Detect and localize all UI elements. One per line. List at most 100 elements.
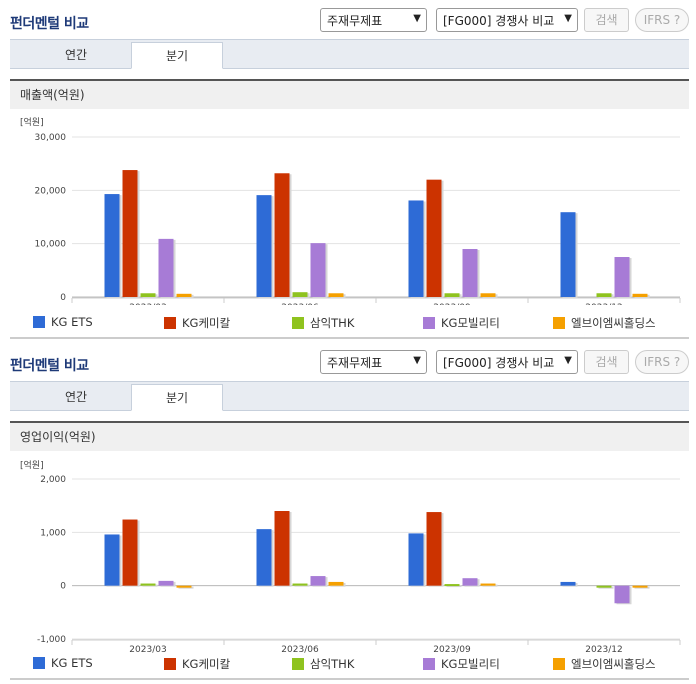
compare-select[interactable]: [FG000] 경쟁사 비교 ▼ xyxy=(436,350,578,374)
legend-item: KG케미칼 xyxy=(164,315,230,331)
chevron-down-icon: ▼ xyxy=(564,13,572,24)
ifrs-button[interactable]: IFRS ? xyxy=(635,350,689,374)
bar xyxy=(122,519,138,586)
bar xyxy=(122,170,138,297)
bar xyxy=(426,512,442,586)
y-unit-label: [억원] xyxy=(20,459,44,471)
legend-item: KG케미칼 xyxy=(164,656,230,672)
report-type-select[interactable]: 주재무제표 ▼ xyxy=(320,350,427,374)
chevron-down-icon: ▼ xyxy=(413,13,421,24)
x-tick-label: 2023/03 xyxy=(129,303,166,305)
legend-label: KG ETS xyxy=(51,315,93,329)
legend-label: KG모빌리티 xyxy=(441,316,500,330)
legend-swatch xyxy=(292,658,304,670)
legend-swatch xyxy=(553,658,565,670)
bar xyxy=(310,243,326,297)
divider xyxy=(10,678,689,680)
search-button[interactable]: 검색 xyxy=(584,8,629,32)
bar xyxy=(560,212,576,297)
bar-shadow xyxy=(178,586,194,589)
bar xyxy=(292,583,308,586)
bar xyxy=(408,200,424,297)
bar xyxy=(328,293,344,297)
x-tick-label: 2023/09 xyxy=(433,303,471,305)
bar xyxy=(444,293,460,297)
x-tick-label: 2023/12 xyxy=(585,303,622,305)
legend-item: 엘브이엠씨홀딩스 xyxy=(553,656,656,672)
x-tick-label: 2023/12 xyxy=(585,645,622,655)
bar xyxy=(310,576,326,586)
bar xyxy=(140,583,156,586)
legend-swatch xyxy=(423,317,435,329)
legend-label: 삼익THK xyxy=(310,316,355,330)
bar xyxy=(632,293,648,297)
bar xyxy=(408,533,424,586)
y-tick-label: 30,000 xyxy=(35,133,67,143)
y-tick-label: 2,000 xyxy=(40,475,66,485)
legend-label: KG케미칼 xyxy=(182,657,231,671)
x-tick-label: 2023/03 xyxy=(129,645,166,655)
bar xyxy=(596,585,612,588)
bar xyxy=(462,578,478,586)
compare-select[interactable]: [FG000] 경쟁사 비교 ▼ xyxy=(436,8,578,32)
y-tick-label: 20,000 xyxy=(35,186,67,196)
legend-label: KG케미칼 xyxy=(182,316,231,330)
bar xyxy=(614,585,630,604)
chart-header: 매출액(억원) xyxy=(10,79,689,109)
legend-swatch xyxy=(164,317,176,329)
bar xyxy=(596,293,612,297)
bar xyxy=(274,511,290,586)
revenue-chart: [억원] 0 10,000 20,000 30,000 2023/03 2023/06 202… xyxy=(20,116,681,305)
bar xyxy=(426,179,442,297)
divider xyxy=(10,337,689,339)
tab-annual[interactable]: 연간 xyxy=(64,390,88,404)
period-tabs: 연간 분기 xyxy=(10,381,689,411)
section-title: 펀더멘털 비교 xyxy=(10,16,89,32)
tab-quarterly[interactable]: 분기 xyxy=(131,42,223,69)
ifrs-button[interactable]: IFRS ? xyxy=(635,8,689,32)
chart-header: 영업이익(억원) xyxy=(10,421,689,451)
bar xyxy=(480,583,496,586)
bar xyxy=(444,584,460,587)
chevron-down-icon: ▼ xyxy=(413,355,421,366)
legend-swatch xyxy=(553,317,565,329)
bar xyxy=(176,293,192,297)
bar xyxy=(140,293,156,297)
legend-label: KG모빌리티 xyxy=(441,657,500,671)
tab-quarterly[interactable]: 분기 xyxy=(131,384,223,411)
legend-swatch xyxy=(164,658,176,670)
bar xyxy=(614,257,630,297)
bar xyxy=(256,195,272,297)
report-type-value: 주재무제표 xyxy=(327,14,383,28)
search-button[interactable]: 검색 xyxy=(584,350,629,374)
compare-value: [FG000] 경쟁사 비교 xyxy=(443,356,555,370)
report-type-select[interactable]: 주재무제표 ▼ xyxy=(320,8,427,32)
y-tick-label: 1,000 xyxy=(40,528,66,538)
legend-item: 삼익THK xyxy=(292,315,354,331)
legend-label: 삼익THK xyxy=(310,657,355,671)
bar xyxy=(328,581,344,586)
bar xyxy=(480,293,496,297)
bar xyxy=(462,249,478,297)
bar xyxy=(256,529,272,586)
x-tick-label: 2023/06 xyxy=(281,645,319,655)
legend-label: 엘브이엠씨홀딩스 xyxy=(571,657,656,671)
section-header-2: 펀더멘털 비교 주재무제표 ▼ [FG000] 경쟁사 비교 ▼ 검색 IFRS… xyxy=(0,342,696,374)
section-header-1: 펀더멘털 비교 주재무제표 ▼ [FG000] 경쟁사 비교 ▼ 검색 IFRS… xyxy=(0,0,696,32)
x-tick-label: 2023/06 xyxy=(281,303,319,305)
legend-item: KG ETS xyxy=(33,315,93,329)
legend-swatch xyxy=(33,657,45,669)
legend-item: KG ETS xyxy=(33,656,93,670)
tab-annual[interactable]: 연간 xyxy=(64,48,88,62)
legend-label: 엘브이엠씨홀딩스 xyxy=(571,316,656,330)
bar xyxy=(560,581,576,586)
chart-legend: KG ETS KG케미칼 삼익THK KG모빌리티 엘브이엠씨홀딩스 xyxy=(0,656,696,676)
bar-shadow xyxy=(634,586,650,589)
report-type-value: 주재무제표 xyxy=(327,356,383,370)
legend-label: KG ETS xyxy=(51,656,93,670)
compare-value: [FG000] 경쟁사 비교 xyxy=(443,14,555,28)
legend-swatch xyxy=(33,316,45,328)
legend-item: KG모빌리티 xyxy=(423,656,500,672)
bar xyxy=(292,292,308,297)
operating-profit-chart: [억원] -1,000 0 1,000 2,000 2023/03 2023/06 2023/… xyxy=(20,459,681,655)
